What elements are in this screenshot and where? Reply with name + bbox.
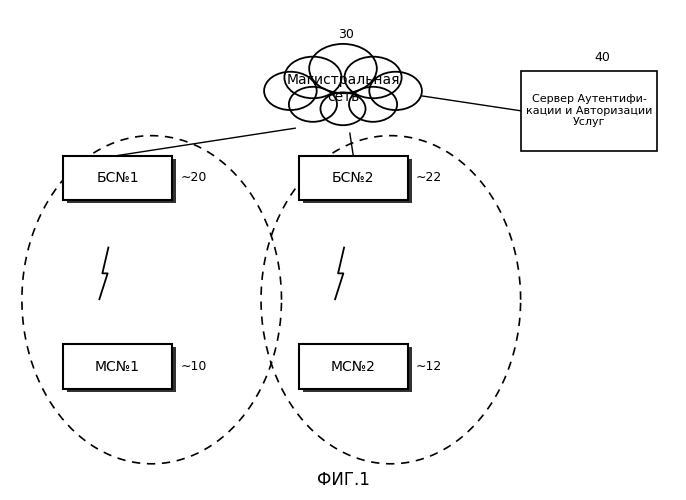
Text: ∼10: ∼10 xyxy=(180,360,206,374)
Circle shape xyxy=(289,87,337,122)
Bar xyxy=(67,158,176,204)
Circle shape xyxy=(344,56,401,98)
Text: ∼22: ∼22 xyxy=(416,172,442,184)
Text: ∼20: ∼20 xyxy=(180,172,206,184)
Bar xyxy=(298,344,408,389)
Circle shape xyxy=(320,92,366,125)
Text: МС№1: МС№1 xyxy=(95,360,140,374)
Bar xyxy=(298,156,408,200)
Bar xyxy=(303,158,412,204)
Circle shape xyxy=(349,87,397,122)
Text: 40: 40 xyxy=(595,50,611,64)
Text: ∼12: ∼12 xyxy=(416,360,442,374)
Circle shape xyxy=(285,56,342,98)
Text: 30: 30 xyxy=(338,28,355,41)
Circle shape xyxy=(309,44,377,93)
Bar xyxy=(521,71,657,150)
Text: Магистральная
сеть: Магистральная сеть xyxy=(286,74,400,104)
Bar xyxy=(63,344,172,389)
Text: БС№2: БС№2 xyxy=(332,171,375,185)
Text: МС№2: МС№2 xyxy=(331,360,376,374)
Circle shape xyxy=(369,72,422,110)
Text: Сервер Аутентифи-
кации и Авторизации
Услуг: Сервер Аутентифи- кации и Авторизации Ус… xyxy=(525,94,652,128)
Bar xyxy=(67,348,176,392)
Text: ФИГ.1: ФИГ.1 xyxy=(316,470,370,488)
FancyBboxPatch shape xyxy=(272,50,414,119)
Bar xyxy=(303,348,412,392)
Bar xyxy=(63,156,172,200)
Text: БС№1: БС№1 xyxy=(96,171,139,185)
Circle shape xyxy=(264,72,317,110)
